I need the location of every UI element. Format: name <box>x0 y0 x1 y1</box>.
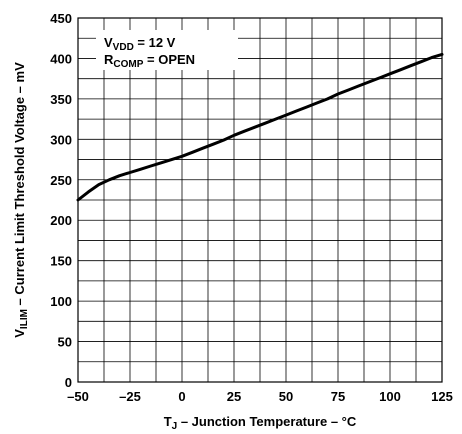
x-tick-label: 50 <box>279 389 293 404</box>
y-axis-label-main: V <box>12 329 27 338</box>
y-tick-labels: 0 50 100 150 200 250 300 350 400 450 <box>50 11 72 390</box>
y-tick-label: 150 <box>50 254 72 269</box>
y-tick-label: 100 <box>50 294 72 309</box>
y-axis-label-rest: – Current Limit Threshold Voltage – mV <box>12 62 27 309</box>
x-tick-labels: –50 –25 0 25 50 75 100 125 <box>67 389 453 404</box>
x-axis-label-main: T <box>164 414 172 429</box>
y-axis-label-sub: ILIM <box>19 309 30 329</box>
y-axis-label: VILIM – Current Limit Threshold Voltage … <box>12 62 30 338</box>
annotation-box <box>96 30 238 70</box>
x-tick-label: 100 <box>379 389 401 404</box>
plot-frame <box>77 17 443 383</box>
y-tick-label: 200 <box>50 213 72 228</box>
y-tick-label: 400 <box>50 51 72 66</box>
x-tick-label: –50 <box>67 389 89 404</box>
x-tick-label: 125 <box>431 389 453 404</box>
annotation-rcomp-rest: = OPEN <box>143 52 195 67</box>
y-tick-label: 350 <box>50 92 72 107</box>
series-line <box>76 52 444 202</box>
y-tick-label: 0 <box>65 375 72 390</box>
annotation-rcomp: RCOMP = OPEN <box>104 52 195 70</box>
x-tick-label: –25 <box>119 389 141 404</box>
x-tick-label: 75 <box>331 389 345 404</box>
series-layer <box>76 52 444 202</box>
annotation-vdd-sub: VDD <box>113 42 134 53</box>
annotation-vdd-rest: = 12 V <box>134 35 176 50</box>
y-tick-label: 450 <box>50 11 72 26</box>
annotation-rcomp-main: R <box>104 52 114 67</box>
x-axis-label-sub: J <box>172 421 178 432</box>
y-tick-label: 300 <box>50 132 72 147</box>
y-tick-label: 250 <box>50 173 72 188</box>
x-axis-label-rest: – Junction Temperature – °C <box>177 414 357 429</box>
annotation-vdd: VVDD = 12 V <box>104 35 176 53</box>
annotation-rcomp-sub: COMP <box>113 59 143 70</box>
y-tick-label: 50 <box>58 335 72 350</box>
x-tick-label: 25 <box>227 389 241 404</box>
annotation-vdd-main: V <box>104 35 113 50</box>
grid <box>77 17 443 383</box>
x-axis-label: TJ – Junction Temperature – °C <box>164 414 357 432</box>
x-tick-label: 0 <box>178 389 185 404</box>
